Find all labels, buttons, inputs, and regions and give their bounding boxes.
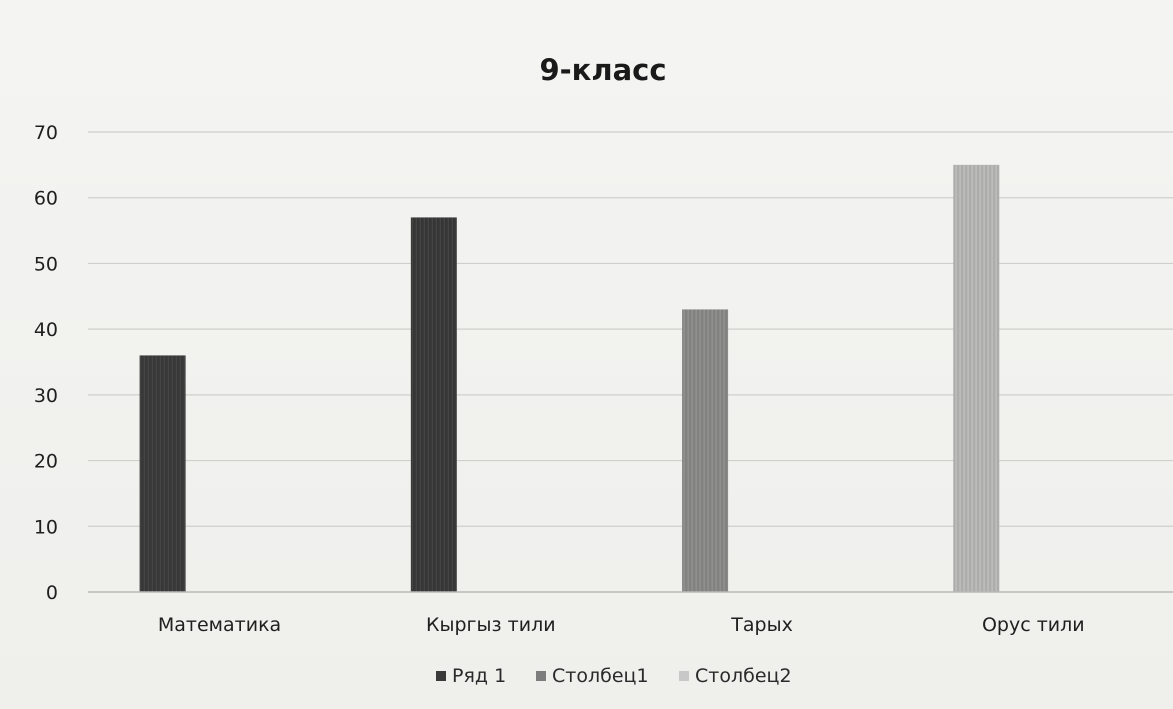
y-tick-label: 30 xyxy=(34,385,58,407)
legend-swatch-0 xyxy=(436,671,446,681)
bar-texture-0 xyxy=(139,355,186,592)
legend-label: Ряд 1 xyxy=(452,665,506,687)
bars xyxy=(139,164,1000,592)
y-tick-label: 50 xyxy=(34,253,58,275)
bar-texture-2 xyxy=(682,309,729,592)
x-category-label: Кыргыз тили xyxy=(426,614,556,636)
y-tick-label: 0 xyxy=(46,582,58,604)
x-category-label: Тарых xyxy=(730,614,793,636)
chart-title: 9-класс xyxy=(539,53,666,87)
legend-swatch-1 xyxy=(536,671,546,681)
y-tick-label: 40 xyxy=(34,319,58,341)
y-tick-label: 70 xyxy=(34,122,58,144)
legend-label: Столбец2 xyxy=(695,665,792,687)
y-axis-tick-labels: 0 10 20 30 40 50 60 70 xyxy=(34,122,58,604)
bar-texture-3 xyxy=(953,164,1000,592)
legend-label: Столбец1 xyxy=(552,665,649,687)
y-tick-label: 60 xyxy=(34,188,58,210)
legend-swatch-2 xyxy=(679,671,689,681)
gridlines xyxy=(88,131,1173,527)
y-tick-label: 20 xyxy=(34,451,58,473)
bar-texture-1 xyxy=(410,217,457,592)
y-tick-label: 10 xyxy=(34,516,58,538)
legend: Ряд 1 Столбец1 Столбец2 xyxy=(436,665,792,687)
x-category-label: Математика xyxy=(158,614,281,636)
x-axis-category-labels: Математика Кыргыз тили Тарых Орус тили xyxy=(158,614,1085,636)
x-category-label: Орус тили xyxy=(982,614,1085,636)
